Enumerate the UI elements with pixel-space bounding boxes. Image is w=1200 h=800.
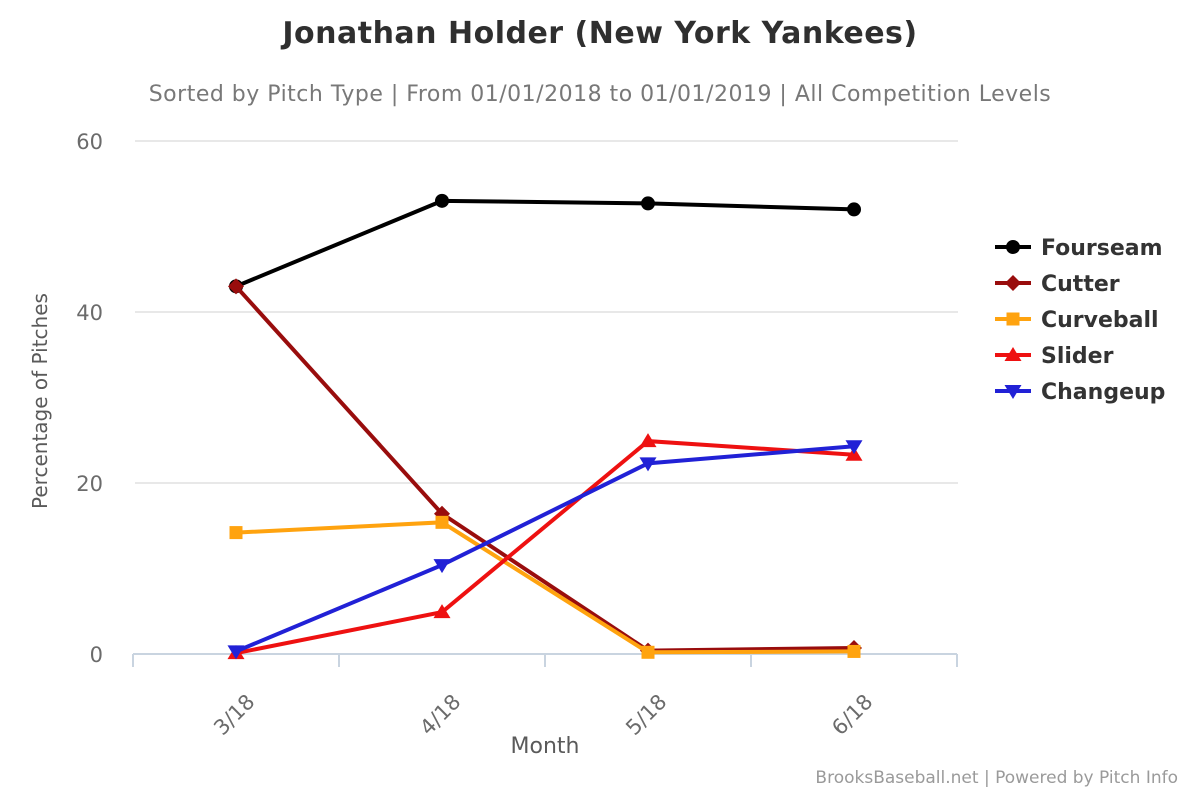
marker-fourseam-4/18 <box>435 193 449 208</box>
page-title: Jonathan Holder (New York Yankees) <box>282 16 918 51</box>
marker-changeup-5/18 <box>639 457 657 472</box>
x-tick-label-5/18: 5/18 <box>621 690 671 740</box>
marker-curveball-4/18 <box>435 515 449 529</box>
legend-item-curveball: Curveball <box>995 308 1159 333</box>
x-axis-title: Month <box>510 734 580 759</box>
marker-cutter-3/18 <box>228 278 244 295</box>
marker-curveball-3/18 <box>229 526 243 540</box>
legend-label-slider: Slider <box>1041 344 1114 369</box>
legend-label-changeup: Changeup <box>1041 380 1165 405</box>
legend-item-slider: Slider <box>995 344 1114 369</box>
legend-item-changeup: Changeup <box>995 380 1165 405</box>
series-line-fourseam <box>235 198 855 289</box>
legend-label-cutter: Cutter <box>1041 272 1120 297</box>
marker-changeup-6/18 <box>845 440 863 455</box>
footer-credit: BrooksBaseball.net | Powered by Pitch In… <box>815 768 1178 788</box>
series-changeup <box>227 440 863 660</box>
y-tick-label-40: 40 <box>76 301 103 325</box>
series-curveball <box>229 515 861 659</box>
marker-curveball-6/18 <box>847 644 861 658</box>
legend-item-cutter: Cutter <box>995 272 1120 297</box>
series-line-slider <box>235 439 855 656</box>
legend-triangle-up-icon <box>1004 347 1022 361</box>
legend-label-fourseam: Fourseam <box>1041 236 1163 261</box>
legend-diamond-icon <box>1005 275 1021 291</box>
marker-slider-5/18 <box>639 433 657 448</box>
chart-subtitle: Sorted by Pitch Type | From 01/01/2018 t… <box>148 82 1052 107</box>
marker-fourseam-6/18 <box>847 202 861 217</box>
legend-square-icon <box>1006 312 1020 326</box>
series-line-curveball <box>235 520 855 655</box>
x-tick-label-6/18: 6/18 <box>827 690 877 740</box>
legend-item-fourseam: Fourseam <box>995 236 1163 261</box>
legend-triangle-down-icon <box>1004 385 1022 399</box>
series-cutter <box>228 278 862 659</box>
legend-label-curveball: Curveball <box>1041 308 1159 333</box>
marker-slider-4/18 <box>433 604 451 619</box>
series-slider <box>227 433 863 660</box>
x-tick-label-3/18: 3/18 <box>209 690 259 740</box>
marker-changeup-3/18 <box>227 645 245 660</box>
series-line-cutter <box>234 285 855 653</box>
marker-fourseam-5/18 <box>641 196 655 211</box>
x-tick-label-4/18: 4/18 <box>415 690 465 740</box>
marker-curveball-5/18 <box>641 645 655 659</box>
y-tick-label-60: 60 <box>76 130 103 154</box>
legend: Fourseam Cutter Curveball Slider Changeup <box>995 236 1165 405</box>
marker-changeup-4/18 <box>433 559 451 574</box>
legend-circle-icon <box>1006 240 1020 254</box>
series-fourseam <box>229 193 861 294</box>
y-tick-label-20: 20 <box>76 472 103 496</box>
series-line-changeup <box>235 444 855 654</box>
y-tick-label-0: 0 <box>90 643 103 667</box>
